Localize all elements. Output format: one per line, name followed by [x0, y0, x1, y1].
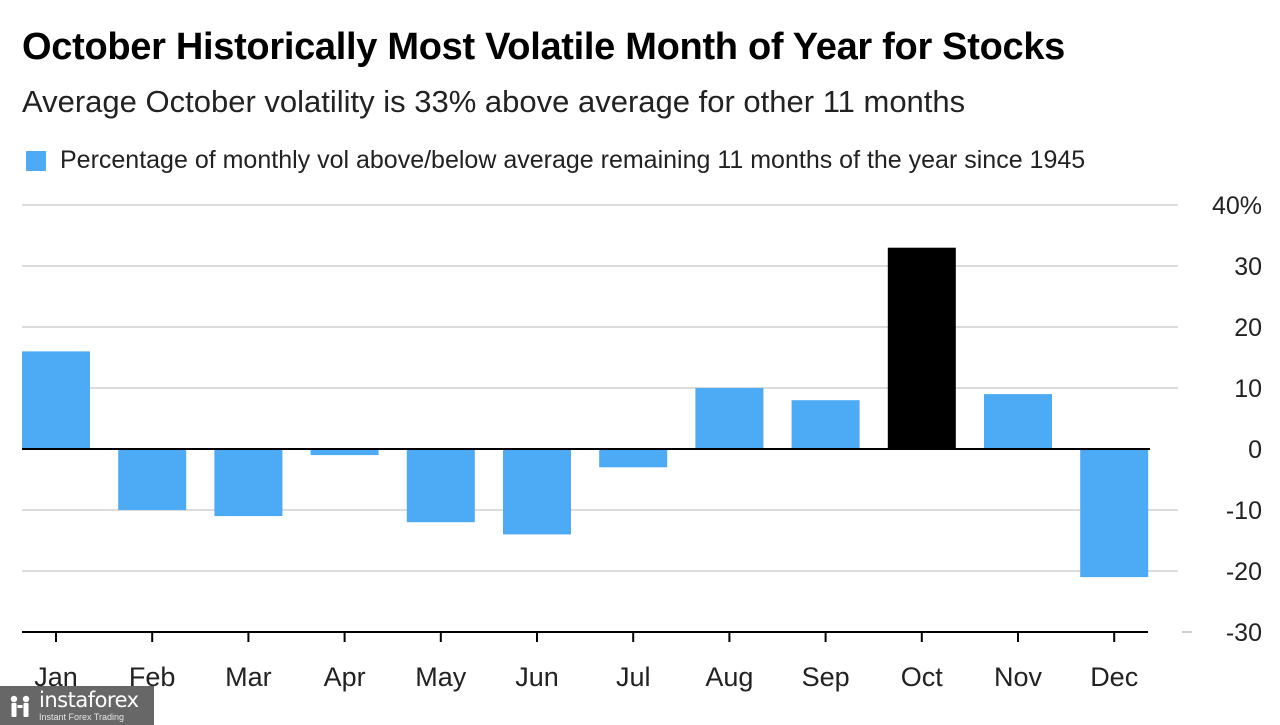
bar-jun — [503, 449, 571, 535]
bar-apr — [310, 449, 379, 456]
x-tick-label: Dec — [1090, 662, 1138, 692]
x-tick-label: Apr — [324, 662, 366, 692]
bar-may — [406, 449, 475, 523]
watermark-tagline: Instant Forex Trading — [39, 711, 125, 722]
chart-legend: Percentage of monthly vol above/below av… — [22, 146, 1085, 175]
y-tick-label: 20 — [1234, 314, 1262, 342]
y-tick-label: 10 — [1234, 375, 1262, 403]
y-tick-label: -20 — [1226, 558, 1262, 586]
x-tick-label: May — [415, 662, 467, 692]
bar-nov — [984, 394, 1052, 449]
y-tick-label: 30 — [1234, 253, 1262, 281]
instaforex-watermark: instaforex Instant Forex Trading — [0, 686, 154, 725]
y-tick-label: -30 — [1226, 619, 1262, 647]
bar-feb — [118, 449, 187, 510]
x-tick-label: Nov — [994, 662, 1043, 692]
legend-swatch — [26, 150, 46, 171]
bar-jul — [599, 449, 668, 468]
x-tick-label: Jun — [515, 662, 559, 692]
bar-jan — [22, 351, 90, 449]
x-tick-label: Jul — [616, 662, 651, 692]
bar-mar — [214, 449, 283, 517]
x-tick-label: Aug — [705, 662, 753, 692]
y-tick-label: 40% — [1212, 192, 1262, 220]
instaforex-logo-icon — [10, 695, 30, 717]
legend-label: Percentage of monthly vol above/below av… — [60, 146, 1086, 174]
bar-aug — [695, 388, 764, 449]
x-tick-label: Oct — [901, 662, 944, 692]
chart-subtitle: Average October volatility is 33% above … — [22, 84, 966, 119]
bar-oct — [887, 247, 956, 449]
chart-title: October Historically Most Volatile Month… — [22, 26, 1065, 68]
y-tick-label: 0 — [1248, 436, 1262, 464]
watermark-brand: instaforex — [39, 687, 139, 712]
x-tick-label: Sep — [802, 662, 850, 692]
x-tick-label: Mar — [225, 662, 272, 692]
y-tick-label: -10 — [1226, 497, 1262, 525]
bar-sep — [791, 400, 860, 449]
bar-dec — [1080, 449, 1149, 578]
